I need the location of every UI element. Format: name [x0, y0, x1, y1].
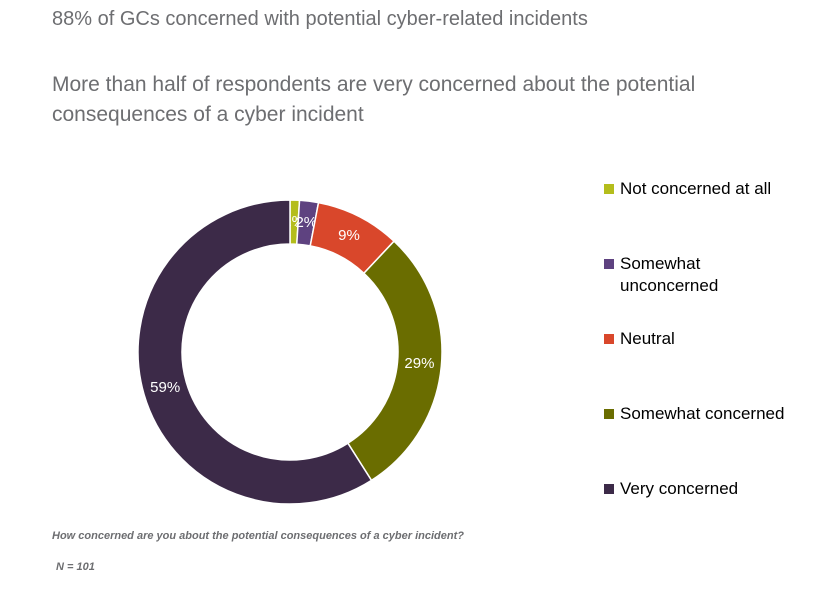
donut-segment: [137, 199, 373, 505]
legend-item: Not concerned at all: [604, 178, 800, 200]
legend-label: Somewhat unconcerned: [620, 254, 719, 295]
legend-swatch: [604, 259, 614, 269]
legend-swatch: [604, 334, 614, 344]
question: How concerned are you about the potentia…: [52, 530, 464, 542]
chart: 1%2%9%29%59%: [137, 199, 443, 505]
data-label: 59%: [150, 379, 180, 396]
legend-swatch: [604, 184, 614, 194]
legend-swatch: [604, 409, 614, 419]
data-label: 29%: [404, 355, 434, 372]
legend-label: Not concerned at all: [620, 179, 772, 198]
data-label: 9%: [338, 227, 360, 244]
sample-size: N = 101: [56, 561, 95, 573]
legend-swatch: [604, 484, 614, 494]
legend-item: Neutral: [604, 328, 800, 350]
legend-item: Very concerned: [604, 478, 800, 500]
legend-label: Very concerned: [620, 479, 739, 498]
data-label: 2%: [295, 214, 317, 231]
legend-label: Somewhat concerned: [620, 404, 785, 423]
chart-subtitle: More than half of respondents are very c…: [52, 73, 696, 126]
legend-item: Somewhat unconcerned: [604, 253, 800, 297]
legend-label: Neutral: [620, 329, 675, 348]
chart-title: 88% of GCs concerned with potential cybe…: [52, 8, 588, 30]
legend-item: Somewhat concerned: [604, 403, 800, 425]
